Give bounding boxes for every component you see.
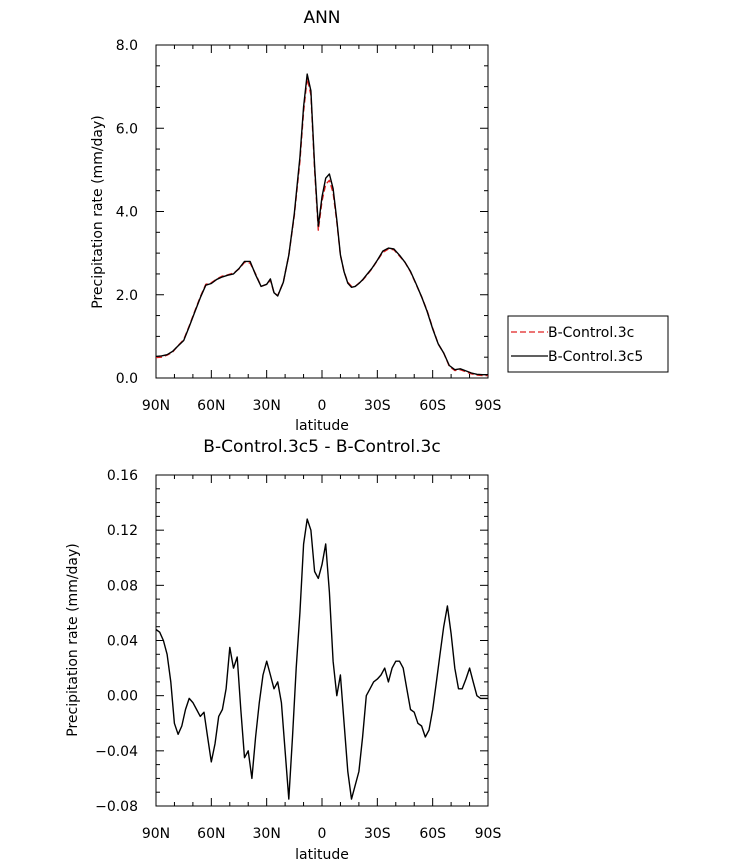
top-plot-x-tick-label: 0 [318,398,327,414]
bottom-plot-x-tick-label: 90N [142,826,170,842]
bottom-plot-x-axis-label: latitude [295,847,349,863]
top-plot-y-tick-labels: 0.0 2.0 4.0 6.0 8.0 [116,38,138,387]
top-plot-series-line-0 [155,77,488,377]
bottom-plot-x-tick-label: 60N [197,826,225,842]
legend-box [507,315,669,373]
legend-label-control-3c5: B-Control.3c5 [548,349,643,365]
top-plot-y-tick-label: 6.0 [116,121,138,137]
top-plot-frame [155,44,489,379]
bottom-plot-y-tick-label: 0.12 [107,523,138,539]
top-plot-x-tick-label: 90S [475,398,502,414]
top-plot-x-tick-label: 30N [253,398,281,414]
bottom-plot-y-tick-label: −0.04 [95,744,138,760]
top-plot: ANN 90N 60N 30N 0 30S 60S 90S 0.02.04.06.08.0 … [90,8,501,434]
bottom-plot-y-tick-labels: −0.08 −0.04 0.00 0.04 0.08 0.12 0.16 [95,468,138,815]
top-plot-y-axis-label: Precipitation rate (mm/day) [90,115,106,309]
top-plot-x-tick-labels: 90N 60N 30N 0 30S 60S 90S [142,398,502,414]
bottom-plot-y-tick-label: −0.08 [95,799,138,815]
top-plot-ticks [155,44,489,379]
top-plot-y-tick-label: 4.0 [116,205,138,221]
top-plot-x-tick-label: 90N [142,398,170,414]
bottom-plot-series [155,518,488,800]
top-plot-title: ANN [303,8,340,28]
bottom-plot-series-line-0 [155,518,488,800]
bottom-plot-y-tick-label: 0.04 [107,634,138,650]
bottom-plot-x-tick-label: 30N [253,826,281,842]
bottom-plot-y-axis-label: Precipitation rate (mm/day) [65,543,81,737]
top-plot-series-line-1 [155,73,488,376]
bottom-plot-x-tick-labels: 90N 60N 30N 0 30S 60S 90S [142,826,502,842]
bottom-plot-x-tick-label: 0 [318,826,327,842]
top-plot-y-tick-label: 0.0 [116,371,138,387]
legend: B-Control.3c B-Control.3c5 [507,315,669,373]
bottom-plot-y-tick-label: 0.08 [107,578,138,594]
top-plot-x-axis-label: latitude [295,418,349,434]
bottom-plot-title: B-Control.3c5 - B-Control.3c [203,437,440,457]
bottom-plot-frame [155,474,489,807]
bottom-plot-x-tick-label: 90S [475,826,502,842]
top-plot-y-tick-label: 8.0 [116,38,138,54]
bottom-plot-x-tick-label: 60S [419,826,446,842]
top-plot-x-tick-label: 30S [364,398,391,414]
top-plot-series [155,73,488,377]
bottom-plot-ticks [155,474,489,807]
top-plot-x-tick-label: 60S [419,398,446,414]
legend-label-control-3c: B-Control.3c [548,325,634,341]
bottom-plot-x-tick-label: 30S [364,826,391,842]
top-plot-x-tick-label: 60N [197,398,225,414]
bottom-plot-y-tick-label: 0.16 [107,468,138,484]
bottom-plot: B-Control.3c5 - B-Control.3c 90N 60N 30N 0 3… [65,437,501,863]
top-plot-y-tick-label: 2.0 [116,288,138,304]
bottom-plot-y-tick-label: 0.00 [107,689,138,705]
